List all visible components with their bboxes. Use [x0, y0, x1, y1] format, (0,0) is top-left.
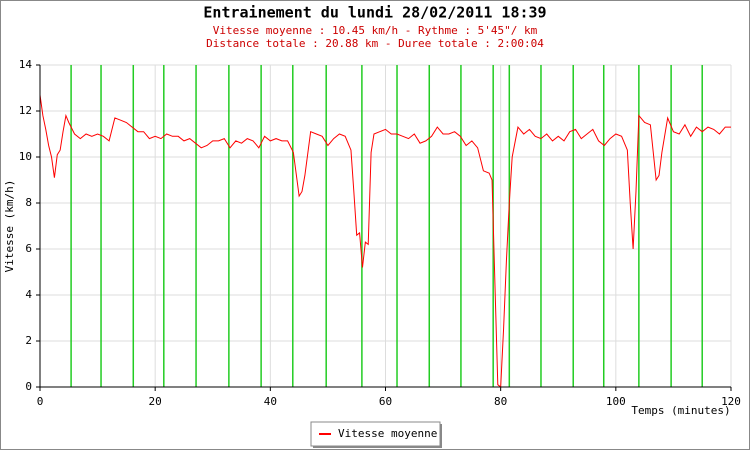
y-tick-label: 6 — [25, 242, 32, 255]
y-axis-label: Vitesse (km/h) — [3, 180, 16, 273]
legend-label: Vitesse moyenne — [338, 427, 437, 440]
y-tick-label: 2 — [25, 334, 32, 347]
data-line — [39, 94, 731, 388]
x-tick-label: 20 — [149, 395, 162, 408]
x-tick-label: 0 — [37, 395, 44, 408]
x-tick-label: 40 — [264, 395, 277, 408]
y-tick-label: 4 — [25, 288, 32, 301]
x-tick-label: 80 — [494, 395, 507, 408]
y-tick-label: 12 — [19, 104, 32, 117]
chart-subtitle: Vitesse moyenne : 10.45 km/h - Rythme : … — [213, 24, 538, 37]
x-tick-label: 120 — [721, 395, 741, 408]
chart-subtitle: Distance totale : 20.88 km - Duree total… — [206, 37, 544, 50]
y-tick-label: 0 — [25, 380, 32, 393]
x-tick-label: 100 — [606, 395, 626, 408]
x-axis-label: Temps (minutes) — [631, 404, 730, 417]
y-tick-label: 8 — [25, 196, 32, 209]
legend-box — [310, 421, 441, 447]
x-tick-label: 60 — [379, 395, 392, 408]
chart-title: Entrainement du lundi 28/02/2011 18:39 — [203, 4, 546, 22]
y-tick-label: 14 — [19, 58, 33, 71]
y-tick-label: 10 — [19, 150, 32, 163]
